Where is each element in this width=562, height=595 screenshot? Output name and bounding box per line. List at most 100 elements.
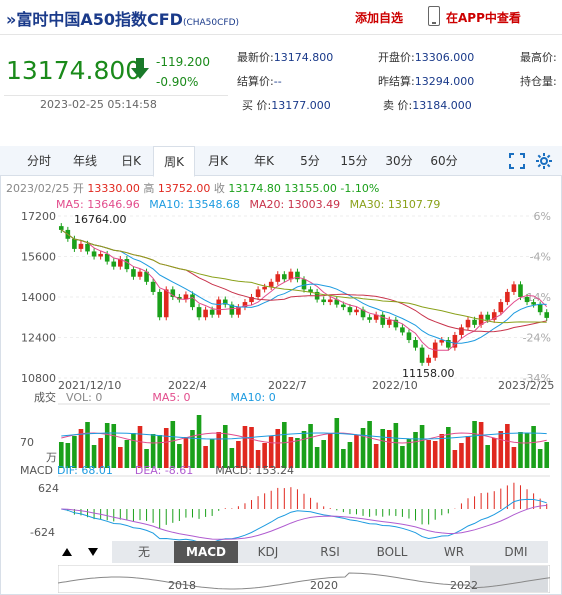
candle-body: [262, 286, 267, 290]
ma-line: [61, 229, 547, 324]
tab-weekly-k[interactable]: 周K: [153, 146, 195, 177]
ohlc-readout: 2023/02/25 开 13330.00 高 13752.00 收 13174…: [6, 181, 379, 195]
indicator-kdj[interactable]: KDJ: [257, 545, 279, 559]
tab-monthly-k[interactable]: 月K: [208, 154, 228, 168]
tab-15min[interactable]: 15分: [340, 154, 368, 168]
candle-body: [321, 299, 326, 303]
indicator-dmi[interactable]: DMI: [504, 545, 528, 559]
candle-body: [459, 327, 464, 335]
quote-field-prev-settle: 昨结算:13294.000: [378, 75, 475, 88]
volume-bar: [203, 446, 208, 468]
indicator-none[interactable]: 无: [137, 545, 150, 559]
tab-daily-k[interactable]: 日K: [121, 154, 141, 168]
tab-yearly-k[interactable]: 年K: [254, 154, 274, 168]
change-percent: -0.90%: [156, 75, 199, 89]
volume-bar: [111, 424, 117, 468]
tab-30min[interactable]: 30分: [385, 154, 413, 168]
candle-body: [465, 319, 471, 328]
volume-bar: [72, 436, 77, 468]
candle-body: [242, 302, 248, 308]
volume-bar: [209, 439, 215, 468]
phone-icon[interactable]: [428, 6, 440, 26]
volume-bar: [321, 440, 326, 468]
indicator-rsi[interactable]: RSI: [320, 545, 340, 559]
ma-line: [61, 229, 548, 351]
volume-bar: [360, 428, 366, 468]
divider: [0, 34, 562, 35]
title-marker: »: [6, 10, 17, 29]
volume-bar: [314, 447, 320, 468]
candle-body: [137, 271, 143, 277]
kline-chart[interactable]: 2023/02/25 开 13330.00 高 13752.00 收 13174…: [0, 176, 562, 541]
quote-field-settle: 结算价:--: [237, 75, 282, 88]
navigator-tick: 2018: [168, 579, 196, 592]
navigator-window[interactable]: [470, 566, 548, 592]
candle-body: [505, 291, 510, 303]
volume-bar: [268, 436, 274, 468]
volume-bar: [288, 437, 294, 468]
candle-body: [544, 312, 550, 318]
tab-intraday[interactable]: 分时: [26, 154, 51, 168]
volume-bar: [229, 448, 235, 468]
quote-field-last: 最新价:13174.800: [237, 51, 334, 64]
page-title: »富时中国A50指数CFD(CHA50CFD): [6, 6, 239, 30]
range-navigator[interactable]: 2018 2020 2022: [58, 565, 550, 593]
volume-bar: [177, 444, 182, 468]
volume-bar: [413, 432, 418, 468]
volume-bar: [478, 422, 484, 468]
scroll-down-icon[interactable]: [86, 545, 100, 559]
candle-body: [327, 299, 333, 303]
candle-body: [380, 314, 386, 325]
chart-panel: [0, 146, 562, 595]
candle-body: [524, 297, 530, 303]
volume-bar: [518, 432, 523, 468]
candle-body: [249, 297, 254, 303]
candle-body: [511, 284, 517, 292]
volume-bar: [505, 424, 510, 468]
indicator-macd[interactable]: MACD: [174, 541, 238, 563]
indicator-boll[interactable]: BOLL: [376, 545, 408, 559]
indicator-wr[interactable]: WR: [443, 545, 465, 559]
volume-ma-line: [61, 432, 547, 440]
volume-bar: [65, 443, 71, 468]
candle-body: [58, 226, 64, 230]
candle-body: [157, 291, 162, 318]
pct-tick-label: -34%: [523, 372, 551, 385]
candle-body: [491, 312, 497, 320]
volume-bar: [452, 450, 458, 468]
tab-yearline[interactable]: 年线: [72, 154, 97, 168]
tab-5min[interactable]: 5分: [300, 154, 320, 168]
candle-body: [144, 271, 149, 282]
low-annotation: 11158.00: [402, 367, 455, 380]
volume-bar: [222, 425, 228, 468]
candle-body: [177, 297, 182, 300]
candle-body: [196, 307, 202, 318]
candle-body: [393, 319, 399, 328]
dif-line: [61, 498, 547, 541]
scroll-up-icon[interactable]: [60, 545, 74, 559]
title-bar: »富时中国A50指数CFD(CHA50CFD) 添加自选 在APP中查看: [0, 0, 562, 34]
volume-bar: [498, 431, 504, 468]
volume-bar: [367, 421, 372, 468]
high-annotation: 16764.00: [74, 213, 127, 226]
settings-icon[interactable]: [536, 153, 552, 169]
price-change: -119.200 -0.90%: [156, 52, 210, 92]
volume-tick: 70: [20, 436, 34, 449]
volume-bar: [419, 425, 425, 468]
fullscreen-icon[interactable]: [509, 153, 525, 169]
candle-body: [373, 314, 379, 320]
volume-bar: [491, 438, 497, 468]
candle-body: [288, 271, 294, 280]
volume-bar: [472, 421, 477, 468]
volume-bar: [131, 433, 136, 468]
tab-60min[interactable]: 60分: [430, 154, 458, 168]
add-watchlist-button[interactable]: 添加自选: [355, 11, 404, 25]
volume-bar: [295, 438, 300, 468]
candle-body: [518, 284, 523, 297]
candle-body: [406, 332, 412, 341]
volume-bar: [439, 434, 445, 468]
candle-body: [104, 253, 110, 262]
volume-bar: [190, 430, 195, 468]
open-in-app-button[interactable]: 在APP中查看: [446, 11, 521, 25]
volume-bar: [393, 423, 399, 468]
